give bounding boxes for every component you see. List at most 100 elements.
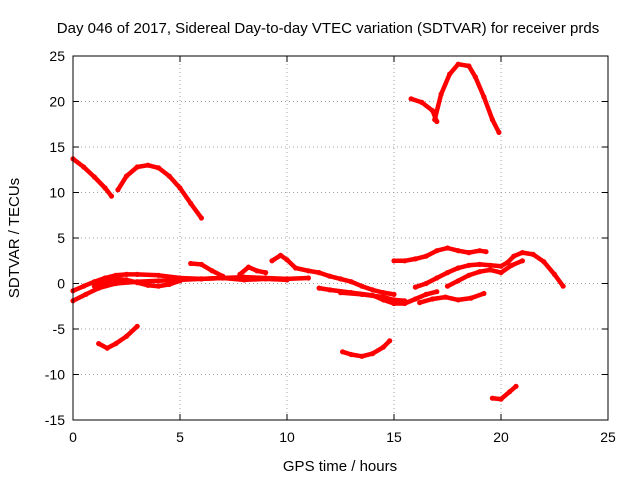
data-point-arc16-0 xyxy=(417,300,423,306)
data-point-arc5-9 xyxy=(241,277,247,283)
y-axis-label: SDTVAR / TECUs xyxy=(6,178,23,298)
x-ticks: 0 5 10 15 20 25 xyxy=(69,56,616,445)
x-tick-label: 5 xyxy=(176,429,184,445)
data-point-arc3-0 xyxy=(96,341,102,347)
data-point-arc15-3 xyxy=(477,269,483,275)
data-point-arc6-4 xyxy=(134,280,140,286)
data-point-arc5-11 xyxy=(284,277,290,283)
data-point-arc8-3 xyxy=(263,270,269,276)
data-point-arc16-4 xyxy=(468,295,474,301)
data-point-arc6-5 xyxy=(145,282,151,288)
data-point-arc10-7 xyxy=(412,296,418,302)
data-point-arc14-13 xyxy=(541,259,547,265)
data-point-arc10-1 xyxy=(327,287,333,293)
series-arc7 xyxy=(188,261,226,279)
data-point-arc15-1 xyxy=(455,278,461,284)
data-point-arc2-1 xyxy=(123,173,130,179)
data-point-arc17-1 xyxy=(419,99,425,105)
data-point-arc14-1 xyxy=(423,280,429,287)
data-point-arc11-3 xyxy=(391,297,397,303)
data-point-arc7-2 xyxy=(209,268,215,274)
data-point-arc7-1 xyxy=(198,261,204,267)
data-point-arc18-4 xyxy=(466,63,472,69)
data-point-arc3-1 xyxy=(104,345,110,351)
data-point-arc9-5 xyxy=(316,270,322,276)
data-point-arc2-2 xyxy=(134,164,140,170)
data-point-arc12-2 xyxy=(359,353,365,359)
data-point-arc18-2 xyxy=(447,71,453,77)
data-point-arc12-0 xyxy=(340,349,346,355)
data-point-arc11-4 xyxy=(402,298,408,304)
grid xyxy=(73,56,608,420)
data-point-arc13-6 xyxy=(455,248,461,254)
data-point-arc10-9 xyxy=(434,289,440,295)
data-point-arc4-14 xyxy=(305,275,311,281)
data-point-arc14-10 xyxy=(511,253,517,259)
data-point-arc2-5 xyxy=(166,173,172,179)
series-arc2 xyxy=(115,162,204,221)
data-point-arc19-1 xyxy=(498,396,504,402)
data-point-arc3-3 xyxy=(123,333,130,339)
data-point-arc14-12 xyxy=(530,251,536,257)
data-point-arc6-8 xyxy=(177,278,183,284)
data-point-arc18-8 xyxy=(496,129,502,135)
data-point-arc12-5 xyxy=(387,338,393,344)
data-point-arc6-2 xyxy=(113,276,119,282)
y-tick-label: -5 xyxy=(53,321,66,337)
data-point-arc7-3 xyxy=(220,273,226,279)
x-tick-label: 15 xyxy=(386,429,402,445)
y-tick-label: 5 xyxy=(57,230,65,246)
data-point-arc13-3 xyxy=(423,253,429,259)
data-point-arc1-4 xyxy=(108,193,115,199)
data-point-arc16-2 xyxy=(442,294,448,300)
data-point-arc18-6 xyxy=(481,94,487,100)
data-point-arc13-2 xyxy=(412,256,418,262)
data-point-arc18-7 xyxy=(489,117,495,123)
data-point-arc2-4 xyxy=(156,165,162,171)
data-point-arc9-2 xyxy=(284,257,290,263)
data-point-arc9-9 xyxy=(359,283,365,289)
x-axis-label: GPS time / hours xyxy=(283,458,397,475)
data-point-arc13-1 xyxy=(402,258,408,264)
series-arc18 xyxy=(432,61,502,135)
data-point-arc9-11 xyxy=(380,290,386,296)
data-point-arc19-0 xyxy=(489,395,495,401)
data-point-arc6-0 xyxy=(91,283,97,289)
data-point-arc5-1 xyxy=(83,291,89,297)
data-point-arc5-10 xyxy=(263,276,269,282)
y-tick-label: 0 xyxy=(57,276,65,292)
data-point-arc5-7 xyxy=(198,276,204,282)
data-point-arc13-0 xyxy=(391,258,397,264)
data-point-arc6-6 xyxy=(156,283,162,289)
data-point-arc13-8 xyxy=(477,248,483,254)
data-point-arc2-6 xyxy=(177,185,183,191)
x-tick-label: 20 xyxy=(493,429,509,445)
data-point-arc14-15 xyxy=(560,283,566,289)
data-point-arc9-3 xyxy=(293,265,299,271)
data-point-arc4-6 xyxy=(134,271,140,277)
data-point-arc12-1 xyxy=(348,351,354,358)
data-point-arc6-1 xyxy=(104,279,110,285)
data-point-arc6-3 xyxy=(123,277,130,283)
y-tick-label: 15 xyxy=(49,139,65,155)
data-point-arc11-2 xyxy=(380,294,386,300)
chart-title: Day 046 of 2017, Sidereal Day-to-day VTE… xyxy=(57,20,599,37)
data-point-arc4-2 xyxy=(91,279,97,285)
data-point-arc5-3 xyxy=(113,280,119,287)
data-point-arc3-4 xyxy=(134,323,140,329)
x-tick-label: 10 xyxy=(279,429,295,445)
data-point-arc9-12 xyxy=(391,291,397,297)
data-point-arc18-0 xyxy=(432,117,438,123)
y-tick-label: 20 xyxy=(49,94,65,110)
data-point-arc13-4 xyxy=(434,248,440,254)
data-point-arc1-3 xyxy=(102,185,108,191)
data-point-arc19-2 xyxy=(507,389,513,395)
data-point-arc16-3 xyxy=(455,297,461,303)
y-ticks: -15 -10 -5 0 5 10 15 20 25 xyxy=(45,48,608,428)
data-point-arc10-8 xyxy=(423,291,429,297)
data-point-arc8-1 xyxy=(245,264,252,270)
data-point-arc18-3 xyxy=(455,61,461,67)
data-point-arc12-4 xyxy=(380,344,386,350)
data-point-arc4-5 xyxy=(123,271,130,277)
data-point-arc13-9 xyxy=(483,249,489,255)
